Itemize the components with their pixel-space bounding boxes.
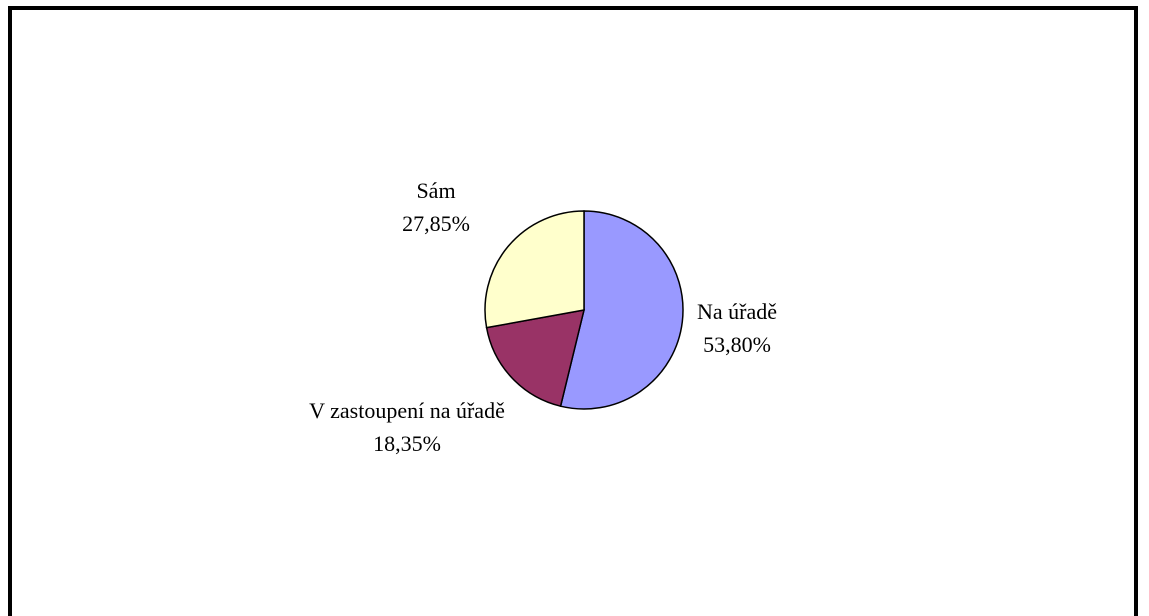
chart-frame	[8, 6, 1138, 616]
category-label: Na úřadě	[696, 299, 777, 324]
category-label: V zastoupení na úřadě	[309, 398, 505, 423]
pie-slice	[485, 309, 586, 408]
slice-label: V zastoupení na úřadě 18,35%	[297, 394, 517, 460]
slice-label: Sám 27,85%	[336, 174, 536, 240]
pie-slice	[559, 210, 684, 410]
value-label: 53,80%	[703, 332, 771, 357]
slice-label: Na úřadě 53,80%	[637, 295, 837, 361]
value-label: 18,35%	[373, 431, 441, 456]
value-label: 27,85%	[402, 211, 470, 236]
pie-slice	[484, 210, 585, 329]
category-label: Sám	[416, 178, 456, 203]
